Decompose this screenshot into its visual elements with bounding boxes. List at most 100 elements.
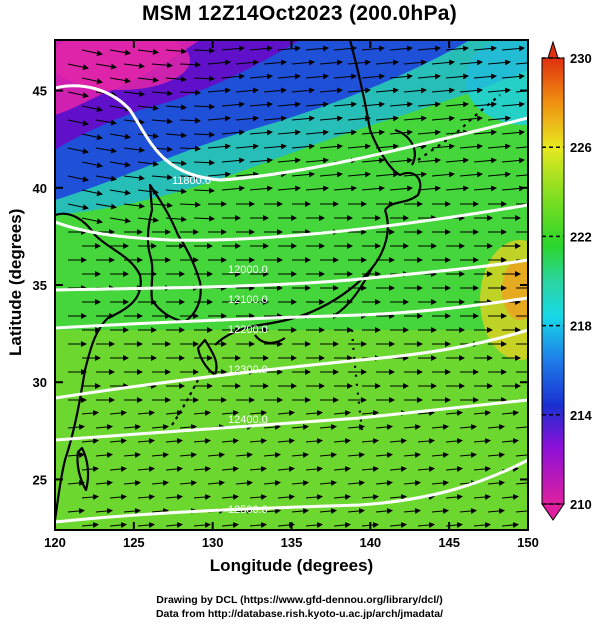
wind-arrow [305,465,323,472]
wind-arrow [137,409,155,416]
y-tick-label: 45 [33,84,47,99]
contour-12100 [55,258,528,292]
wind-arrow [81,77,103,85]
wind-arrow [109,465,127,472]
wind-arrow [305,521,323,528]
wind-arrow [459,507,477,514]
wind-arrow [123,451,141,458]
wind-arrow [361,129,385,136]
wind-arrow [193,159,215,166]
wind-arrow [375,143,399,150]
wind-arrow [291,507,309,514]
wind-arrow [179,61,201,68]
wind-arrow [291,423,309,430]
wind-arrow [431,423,449,430]
wind-arrow [277,465,295,472]
wind-arrow [109,437,127,444]
wind-arrow [319,115,343,122]
wind-arrow [221,129,245,136]
wind-arrow [417,45,441,52]
colorbar: 210 214 218 222 226 230 [541,40,592,521]
wind-arrow [487,87,511,94]
wind-arrow [137,216,159,223]
wind-arrow [333,521,351,528]
wind-arrow [333,73,357,80]
wind-arrow [459,451,477,458]
wind-arrow [137,521,155,528]
wind-arrow [249,157,273,164]
wind-arrow [151,62,173,69]
wind-arrow [123,146,145,153]
wind-arrow [375,59,399,66]
wind-arrow [137,437,155,444]
wind-arrow [221,521,239,528]
wind-arrow [403,59,427,66]
wind-arrow [501,437,519,444]
wind-arrow [95,175,117,182]
wind-arrow [389,185,413,192]
colorbar-tick-label: 222 [570,229,592,244]
colorbar-tick-label: 210 [570,497,592,512]
wind-arrow [501,493,519,500]
wind-arrow [277,129,301,136]
wind-arrow [221,465,239,472]
wind-arrow [487,171,511,178]
wind-arrow [123,90,145,97]
wind-arrow [445,437,463,444]
wind-arrow [277,157,301,164]
wind-arrow [67,147,89,155]
wind-arrow [221,101,245,108]
wind-arrow [123,174,145,181]
wind-arrow [95,147,117,154]
wind-arrow [137,76,159,83]
wind-arrow [81,409,99,416]
wind-arrow [347,115,371,122]
y-tick-label: 25 [33,472,47,487]
wind-arrow [473,409,491,416]
x-tick-label: 130 [202,535,224,550]
y-axis: 25 30 35 40 45 [33,84,528,487]
wind-arrow [263,115,287,122]
x-tick-label: 145 [438,535,460,550]
wind-arrow [109,493,127,500]
wind-arrow [473,157,497,164]
wind-arrow [445,157,469,164]
wind-arrow [347,507,365,514]
wind-arrow [277,101,301,108]
credit-data: Data from http://database.rish.kyoto-u.a… [155,608,444,620]
wind-arrow [109,105,131,112]
wind-arrow [333,493,351,500]
wind-arrow [165,465,183,472]
wind-arrow [417,465,435,472]
wind-arrow [403,423,421,430]
wind-arrow [81,217,103,225]
wind-arrow [179,117,201,124]
wind-arrow [221,409,239,416]
wind-arrow [123,479,141,486]
wind-arrow [459,423,477,430]
wind-arrow [165,188,187,195]
wind-arrow [417,185,441,192]
wind-arrow [95,119,117,126]
wind-arrow [95,203,117,210]
wind-arrow [291,171,315,178]
x-tick-label: 150 [517,535,539,550]
wind-arrow [319,451,337,458]
wind-arrow [305,73,329,80]
wind-arrow [431,115,455,122]
wind-arrow [319,59,343,66]
wind-arrow [123,423,141,430]
wind-arrow [95,507,113,514]
wind-arrow [487,59,511,66]
wind-arrow [417,437,435,444]
coastlines [55,40,501,521]
wind-arrow [67,451,85,458]
wind-arrow [403,115,427,122]
wind-arrow [375,479,393,486]
wind-arrow [109,521,127,528]
wind-arrow [165,493,183,500]
wind-arrow [109,161,131,168]
wind-arrow [109,133,131,140]
wind-arrow [137,48,159,55]
y-tick-label: 35 [33,278,47,293]
